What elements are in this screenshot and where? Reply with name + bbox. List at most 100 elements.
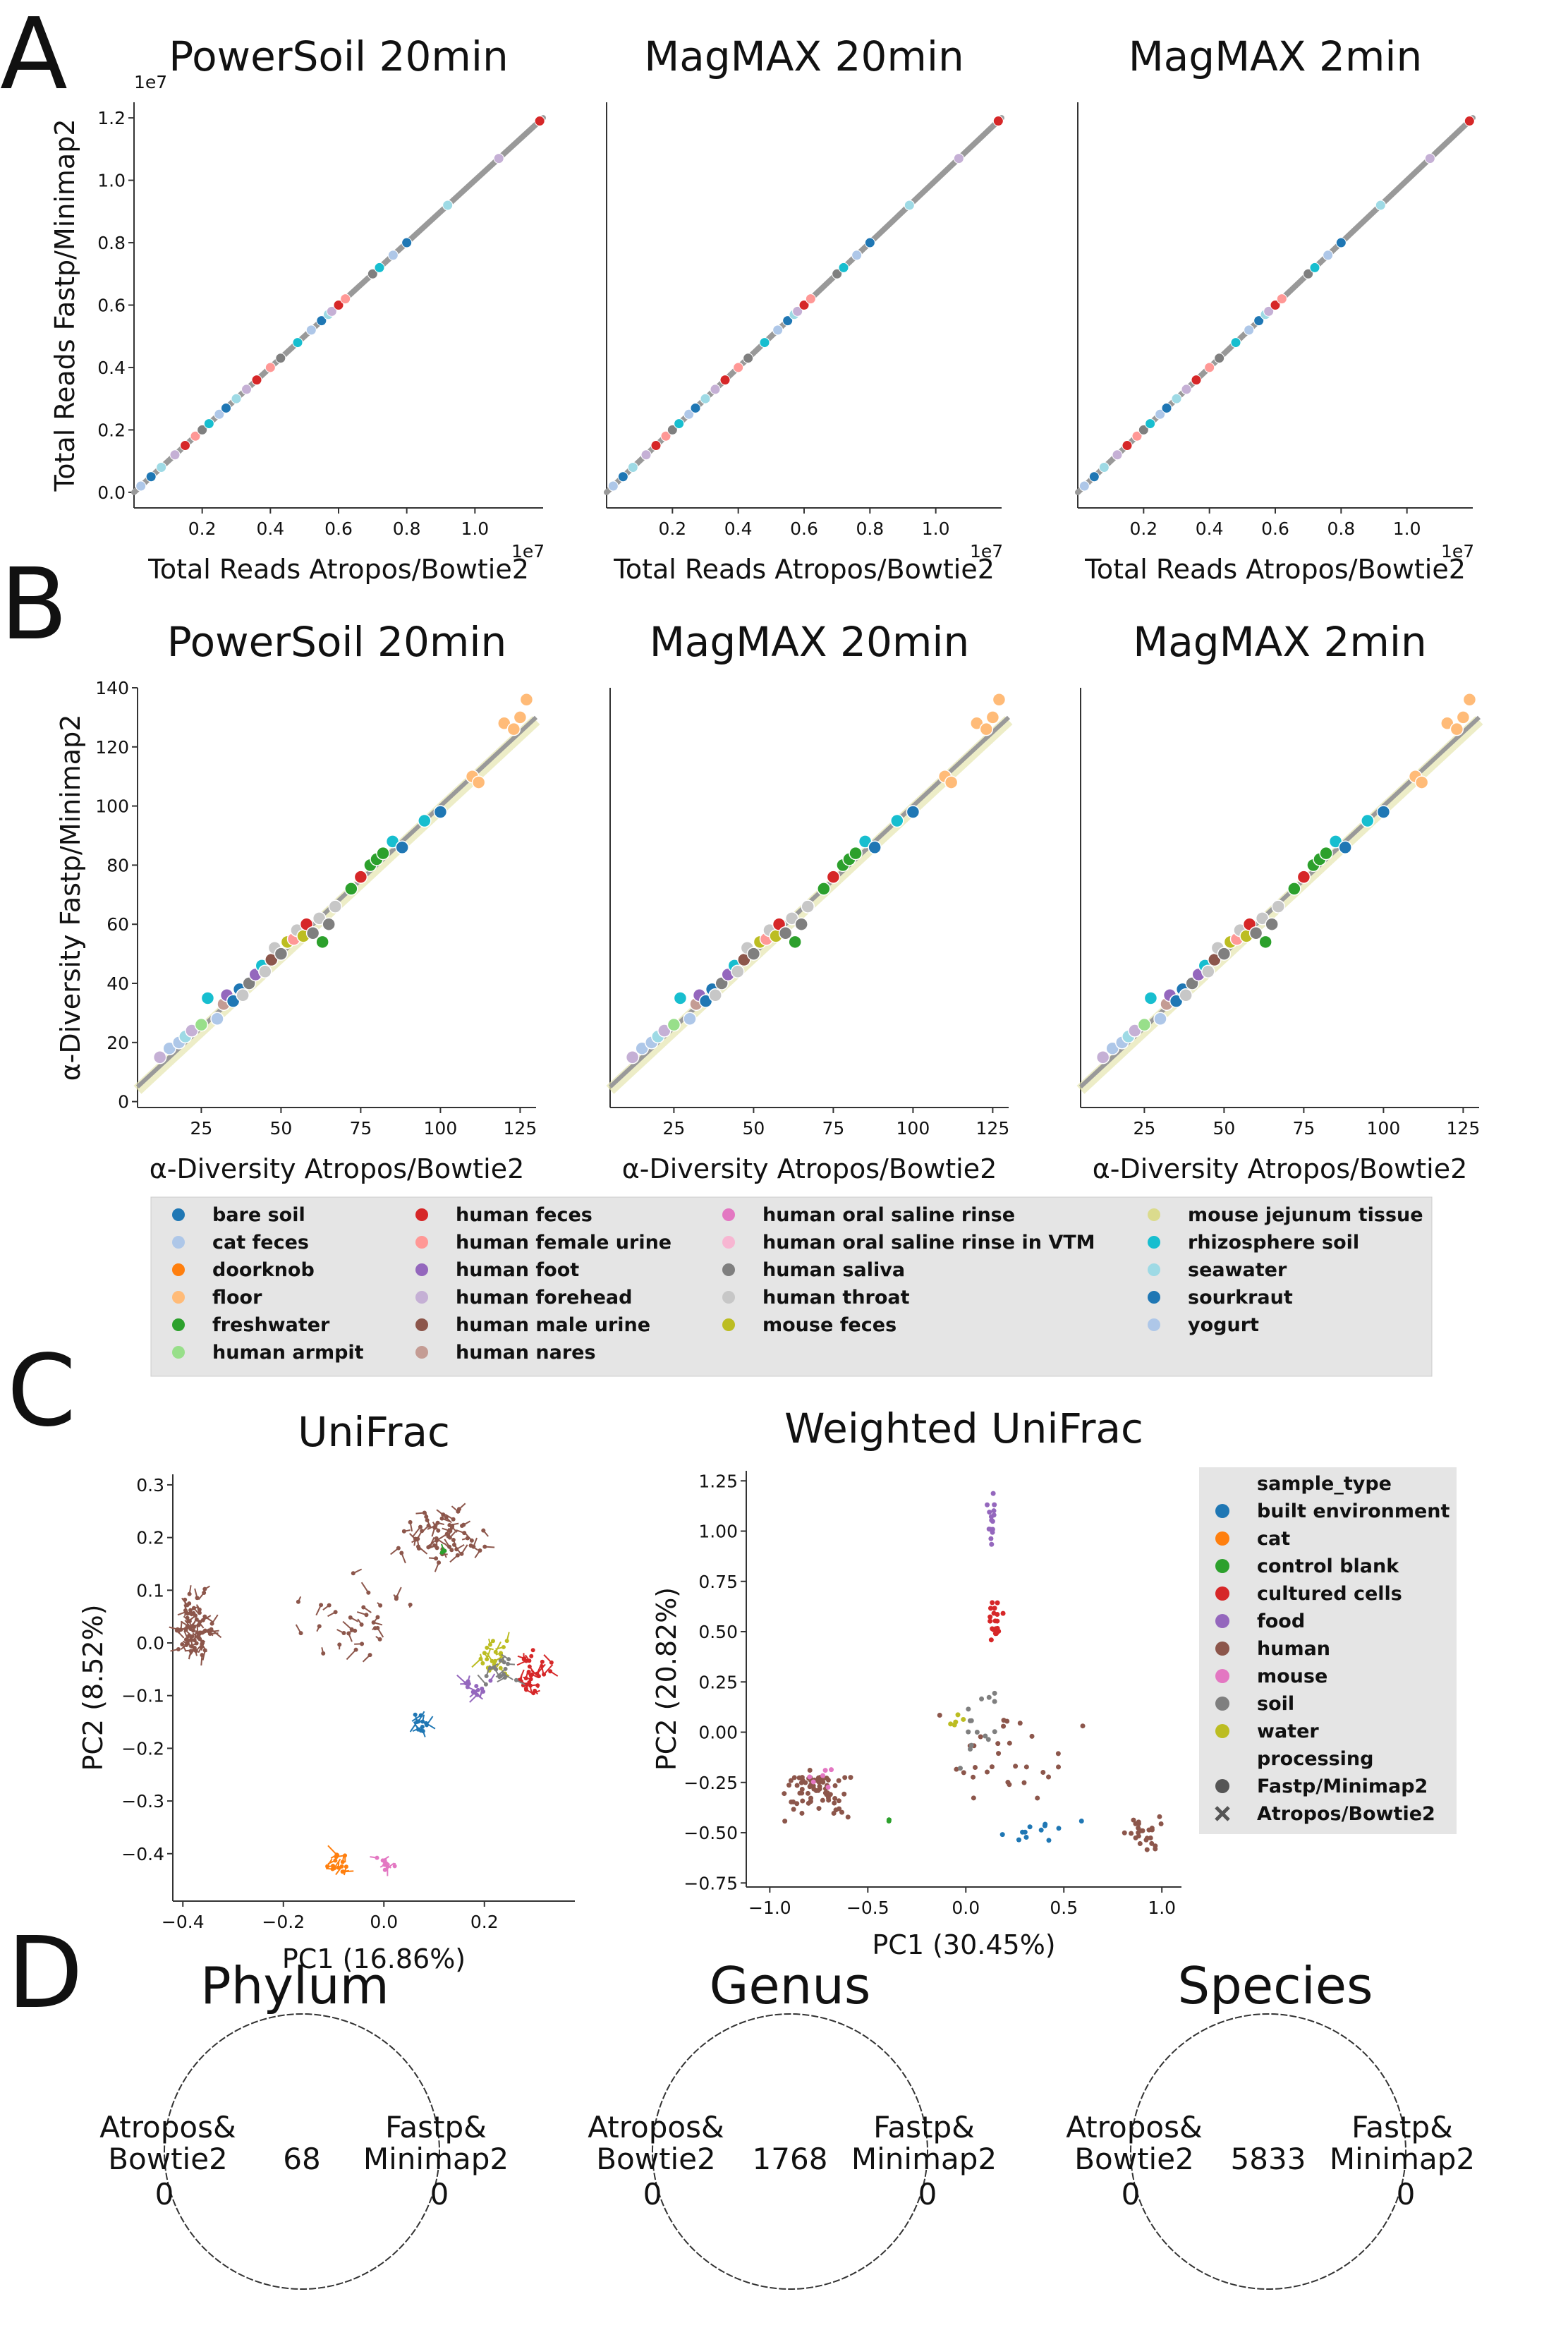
data-point bbox=[944, 775, 959, 789]
data-point bbox=[485, 1645, 490, 1650]
data-point bbox=[420, 1724, 425, 1729]
x-tick-label: 0.0 bbox=[370, 1912, 398, 1932]
data-point bbox=[807, 1774, 813, 1780]
pair-link bbox=[543, 1663, 554, 1675]
data-point bbox=[367, 1653, 372, 1658]
data-point bbox=[1136, 1821, 1141, 1826]
data-point bbox=[183, 1597, 188, 1602]
legend-header-sample-type: sample_type bbox=[1257, 1473, 1392, 1495]
data-point bbox=[451, 1537, 456, 1542]
data-point bbox=[831, 1811, 837, 1816]
data-point bbox=[683, 408, 695, 420]
venn-left-label: Atropos& bbox=[1066, 2110, 1203, 2144]
venn-left-label: Atropos& bbox=[588, 2110, 724, 2144]
data-point bbox=[340, 293, 351, 305]
x-tick-label: 1.0 bbox=[922, 518, 950, 539]
data-point bbox=[506, 1657, 511, 1662]
data-point bbox=[482, 1651, 487, 1656]
legend-swatch bbox=[1215, 1642, 1229, 1656]
data-point bbox=[700, 393, 711, 404]
legend-swatch bbox=[1148, 1263, 1160, 1276]
data-point bbox=[275, 353, 286, 364]
data-point bbox=[1013, 1764, 1019, 1769]
plot-title: PowerSoil 20min bbox=[167, 618, 507, 666]
data-point bbox=[1309, 262, 1320, 273]
data-point bbox=[987, 1510, 992, 1515]
legend-label: human throat bbox=[762, 1287, 910, 1309]
unifrac-pcoa: −0.4 −0.2 0.0 0.2 −0.4 −0.3 −0.2 −0.1 0.0 0.1 0.2 0… bbox=[78, 1408, 575, 1974]
data-point bbox=[1131, 1817, 1136, 1823]
data-point bbox=[992, 1606, 997, 1611]
data-point bbox=[485, 1657, 490, 1662]
data-point bbox=[1095, 1050, 1110, 1064]
data-point bbox=[447, 1544, 452, 1549]
data-point bbox=[990, 1491, 996, 1496]
data-point bbox=[627, 462, 638, 473]
x-tick-label: 0.6 bbox=[1261, 518, 1289, 539]
x-tick-label: 25 bbox=[1133, 1118, 1155, 1139]
data-point bbox=[231, 393, 242, 404]
data-point bbox=[401, 1529, 406, 1534]
data-point bbox=[455, 1553, 460, 1558]
legend-label: cultured cells bbox=[1257, 1583, 1402, 1605]
data-point bbox=[1000, 1610, 1006, 1616]
legend-label: mouse jejunum tissue bbox=[1188, 1204, 1423, 1226]
data-point bbox=[415, 1536, 420, 1541]
data-point bbox=[808, 1799, 813, 1804]
data-point bbox=[328, 899, 342, 914]
y-tick-label: 1.2 bbox=[97, 108, 126, 128]
y-axis-label: PC2 (8.52%) bbox=[78, 1604, 109, 1771]
data-point bbox=[1080, 1723, 1086, 1729]
data-point bbox=[1230, 337, 1241, 348]
data-point bbox=[1001, 1723, 1007, 1729]
data-point bbox=[333, 300, 344, 310]
data-point bbox=[1022, 1829, 1028, 1835]
data-point bbox=[832, 1800, 837, 1806]
x-offset-label: 1e7 bbox=[1441, 541, 1474, 562]
data-point bbox=[152, 1050, 167, 1064]
y-tick-label: 0.50 bbox=[698, 1622, 738, 1642]
legend-swatch bbox=[1215, 1614, 1229, 1628]
y-tick-label: 80 bbox=[107, 855, 129, 875]
data-point bbox=[408, 1519, 413, 1524]
data-point bbox=[607, 480, 619, 492]
data-point bbox=[540, 1663, 545, 1668]
x-tick-label: 25 bbox=[190, 1118, 212, 1139]
data-point bbox=[759, 337, 770, 348]
data-point bbox=[321, 1651, 326, 1656]
legend-label: human oral saline rinse in VTM bbox=[762, 1232, 1095, 1254]
data-point bbox=[210, 1012, 224, 1026]
data-point bbox=[371, 1620, 376, 1625]
x-tick-label: 125 bbox=[504, 1118, 537, 1139]
data-point bbox=[190, 430, 201, 442]
data-point bbox=[968, 1747, 973, 1752]
data-point bbox=[1319, 846, 1333, 861]
legend-label: control blank bbox=[1257, 1555, 1399, 1577]
data-point bbox=[1016, 1837, 1021, 1843]
data-point bbox=[436, 1528, 441, 1533]
data-point bbox=[886, 1817, 892, 1823]
data-point bbox=[974, 1729, 980, 1735]
data-point bbox=[322, 917, 336, 931]
data-point bbox=[447, 1535, 452, 1540]
venn-title: Species bbox=[1177, 1956, 1373, 2015]
data-point bbox=[992, 116, 1004, 127]
data-point bbox=[471, 775, 486, 789]
data-point bbox=[1078, 1818, 1084, 1824]
data-point bbox=[351, 1571, 355, 1576]
data-point bbox=[848, 1775, 853, 1780]
data-point bbox=[985, 1769, 990, 1775]
y-tick-label: 20 bbox=[107, 1033, 129, 1053]
data-point bbox=[1137, 1840, 1143, 1846]
data-point bbox=[1149, 1840, 1155, 1846]
legend-label: rhizosphere soil bbox=[1188, 1232, 1359, 1254]
data-point bbox=[493, 153, 504, 164]
y-tick-label: 100 bbox=[95, 796, 129, 817]
data-point bbox=[424, 1721, 429, 1725]
x-tick-label: 0.8 bbox=[393, 518, 421, 539]
data-point bbox=[528, 1677, 533, 1682]
data-point bbox=[169, 449, 181, 461]
data-point bbox=[811, 1786, 817, 1792]
data-point bbox=[444, 1531, 449, 1536]
data-point bbox=[1462, 693, 1477, 707]
